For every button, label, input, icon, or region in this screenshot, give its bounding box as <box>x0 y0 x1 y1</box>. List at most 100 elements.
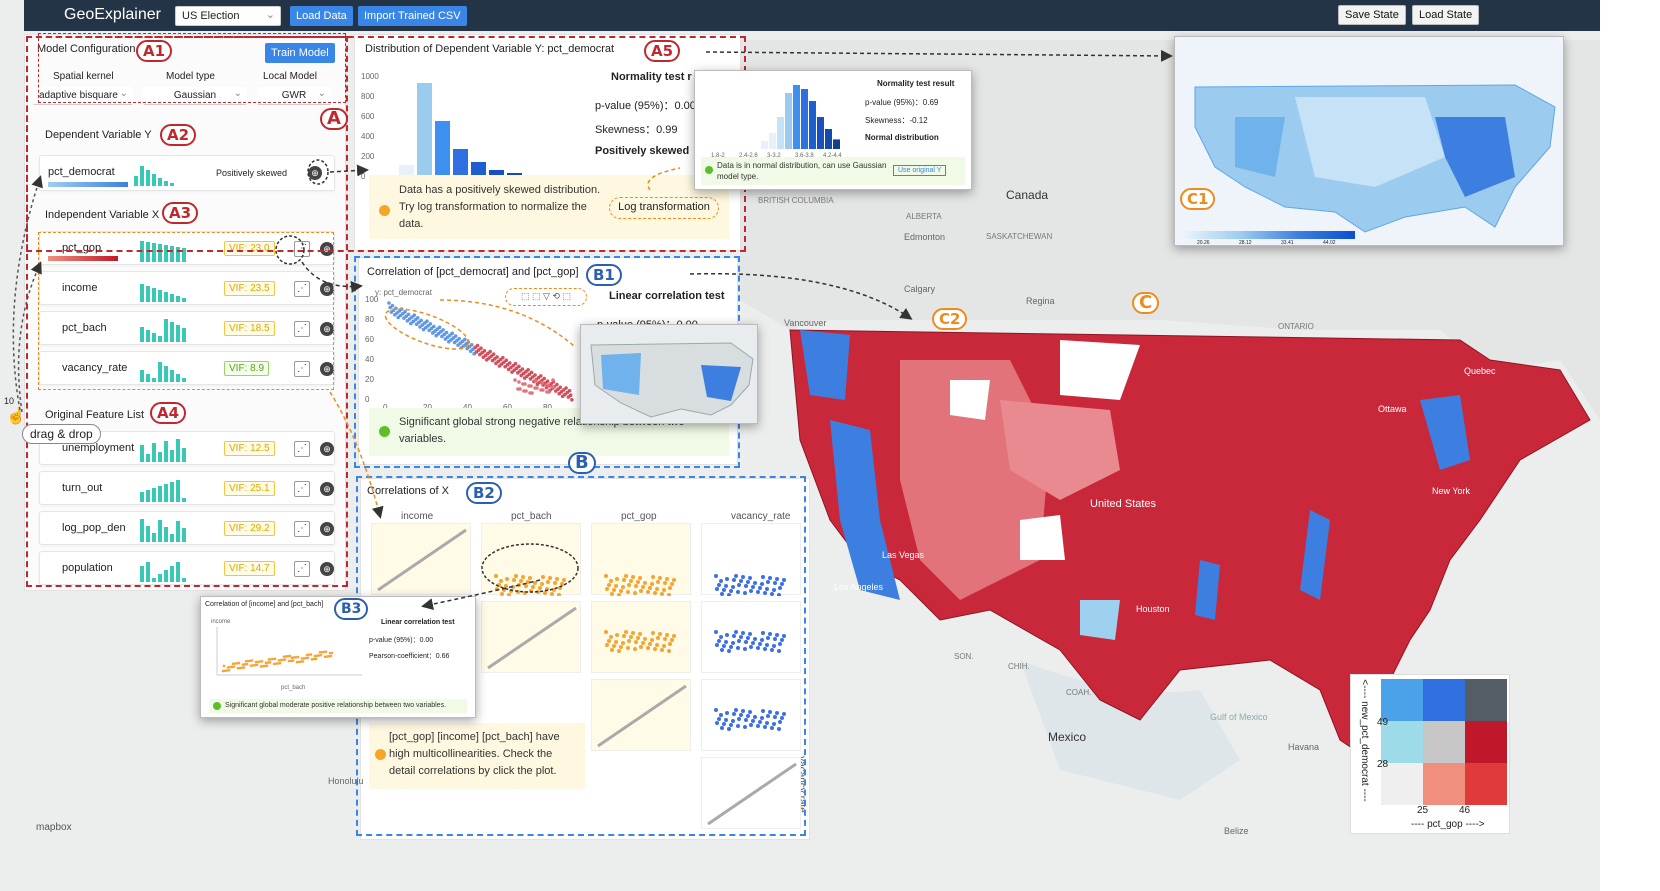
b3-point <box>254 660 258 664</box>
matrix-cell-plot <box>604 574 676 597</box>
matrix-cell[interactable] <box>481 601 581 673</box>
histogram-bar <box>146 562 150 582</box>
histogram-bar <box>182 498 186 502</box>
save-state-button[interactable]: Save State <box>1338 5 1406 25</box>
matrix-cell[interactable] <box>701 757 801 829</box>
scatter-point <box>539 374 543 378</box>
scatter-plot-icon[interactable]: ⋰ <box>294 281 310 297</box>
matrix-point <box>727 649 731 653</box>
scatter-plot-icon[interactable]: ⋰ <box>294 321 310 337</box>
matrix-point <box>609 635 613 639</box>
b3-point <box>329 654 333 658</box>
b3-point <box>265 664 269 668</box>
matrix-cell[interactable] <box>701 523 801 597</box>
globe-icon[interactable]: ⊕ <box>320 242 334 256</box>
matrix-cell[interactable] <box>371 523 471 595</box>
feature-card[interactable]: vacancy_rate VIF: 8.9 ⋰ ⊕ <box>39 351 335 385</box>
dependent-card[interactable]: pct_democrat Positively skewed ⊕ <box>39 155 335 191</box>
matrix-cell[interactable] <box>591 523 691 597</box>
distribution-note-text: Data has a positively skewed distributio… <box>399 184 601 230</box>
correlation-scatter[interactable]: 100 80 60 40 20 0 0 20 40 60 80 <box>365 294 580 412</box>
matrix-cell[interactable] <box>701 679 801 751</box>
histogram-bar <box>158 244 162 262</box>
c1-map-popup[interactable]: 20.26 28.12 33.41 44.02 <box>1174 36 1564 246</box>
scatter-point <box>520 367 525 371</box>
tag-a4: A4 <box>150 402 187 424</box>
globe-icon[interactable]: ⊕ <box>308 166 322 180</box>
load-state-button[interactable]: Load State <box>1412 5 1480 25</box>
model-type-select[interactable]: Gaussian <box>143 87 247 105</box>
histogram-bar <box>140 519 144 542</box>
scatter-point <box>522 389 526 393</box>
globe-icon[interactable]: ⊕ <box>320 442 334 456</box>
histogram-bar <box>182 248 186 262</box>
map-label-ottawa: Ottawa <box>1378 404 1407 414</box>
train-model-button[interactable]: Train Model <box>265 43 335 63</box>
x-tick-label: 20 <box>423 403 432 412</box>
scatter-plot-icon[interactable]: ⋰ <box>294 481 310 497</box>
b1-map-popup[interactable] <box>580 324 758 424</box>
choropleth-counties[interactable] <box>0 0 1600 891</box>
feature-card[interactable]: income VIF: 23.5 ⋰ ⊕ <box>39 271 335 305</box>
scatter-plot-icon[interactable]: ⋰ <box>294 521 310 537</box>
tag-b3: B3 <box>334 598 369 620</box>
histogram-bar <box>170 566 174 582</box>
b3-point <box>319 653 323 657</box>
local-model-select[interactable]: GWR <box>257 87 331 105</box>
scatter-point <box>558 385 563 390</box>
matrix-point <box>528 576 532 580</box>
histogram-bar <box>152 488 156 502</box>
matrix-point <box>758 586 762 590</box>
kernel-select[interactable]: adaptive bisquare <box>33 87 133 105</box>
globe-icon[interactable]: ⊕ <box>320 522 334 536</box>
matrix-point <box>732 712 736 716</box>
globe-icon[interactable]: ⊕ <box>320 362 334 376</box>
matrix-point <box>734 630 738 634</box>
b3-point <box>222 664 226 668</box>
b3-point <box>302 656 306 660</box>
dataset-select[interactable]: US Election <box>175 6 281 26</box>
feature-card[interactable]: log_pop_den VIF: 29.2 ⋰ ⊕ <box>39 511 335 545</box>
b3-scatter <box>216 627 362 676</box>
matrix-point <box>624 630 628 634</box>
b3-point <box>241 663 245 666</box>
globe-icon[interactable]: ⊕ <box>320 482 334 496</box>
scatter-plot-icon[interactable]: ⋰ <box>294 241 310 257</box>
load-data-button[interactable]: Load Data <box>290 6 353 26</box>
feature-card[interactable]: population VIF: 14.7 ⋰ ⊕ <box>39 551 335 585</box>
matrix-cell[interactable] <box>591 679 691 751</box>
matrix-point <box>612 644 616 648</box>
matrix-point <box>765 587 769 591</box>
matrix-point <box>758 642 762 646</box>
scatter-point <box>517 380 521 384</box>
scatter-plot-icon[interactable]: ⋰ <box>294 561 310 577</box>
scatter-point <box>437 325 442 330</box>
matrix-point <box>761 631 765 635</box>
b3-point <box>246 659 250 663</box>
globe-icon[interactable]: ⊕ <box>320 282 334 296</box>
matrix-cell[interactable] <box>701 601 801 673</box>
selection-tools[interactable]: ⬚ ⬚ ▽ ⟲ ⬚ <box>505 288 587 306</box>
histogram-bar <box>140 284 144 302</box>
scatter-point <box>544 383 548 387</box>
normality-popup: 1.8-2 2.4-2.6 3-3.2 3.6-3.8 4.2-4.4 Normalit… <box>694 70 972 190</box>
matrix-point <box>717 717 721 721</box>
scatter-plot-icon[interactable]: ⋰ <box>294 441 310 457</box>
globe-icon[interactable]: ⊕ <box>320 322 334 336</box>
feature-card[interactable]: pct_bach VIF: 18.5 ⋰ ⊕ <box>39 311 335 345</box>
matrix-point <box>638 632 642 636</box>
globe-icon[interactable]: ⊕ <box>320 562 334 576</box>
feature-card[interactable]: pct_gop VIF: 23.0 ⋰ ⊕ <box>39 231 335 265</box>
import-csv-button[interactable]: Import Trained CSV <box>358 6 467 26</box>
scatter-point <box>501 355 505 360</box>
matrix-point <box>743 591 747 595</box>
matrix-cell[interactable] <box>591 601 691 673</box>
matrix-point <box>741 709 745 713</box>
histogram-bar <box>158 520 162 542</box>
scatter-plot-icon[interactable]: ⋰ <box>294 361 310 377</box>
matrix-point <box>744 640 748 644</box>
b3-point <box>317 654 321 657</box>
log-transformation-button[interactable]: Log transformation <box>609 197 719 219</box>
use-original-y-button[interactable]: Use original Y <box>893 165 947 176</box>
feature-card[interactable]: turn_out VIF: 25.1 ⋰ ⊕ <box>39 471 335 505</box>
